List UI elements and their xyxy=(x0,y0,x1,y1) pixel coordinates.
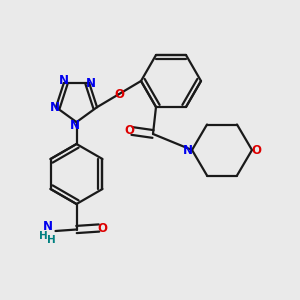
Text: N: N xyxy=(182,143,193,157)
Text: O: O xyxy=(251,143,262,157)
Text: O: O xyxy=(97,221,107,235)
Text: N: N xyxy=(50,101,59,114)
Text: N: N xyxy=(70,118,80,132)
Text: N: N xyxy=(86,76,96,89)
Text: N: N xyxy=(59,74,69,86)
Text: N: N xyxy=(43,220,53,233)
Text: H: H xyxy=(46,235,56,245)
Text: O: O xyxy=(124,124,134,137)
Text: O: O xyxy=(114,88,124,100)
Text: H: H xyxy=(38,230,47,241)
